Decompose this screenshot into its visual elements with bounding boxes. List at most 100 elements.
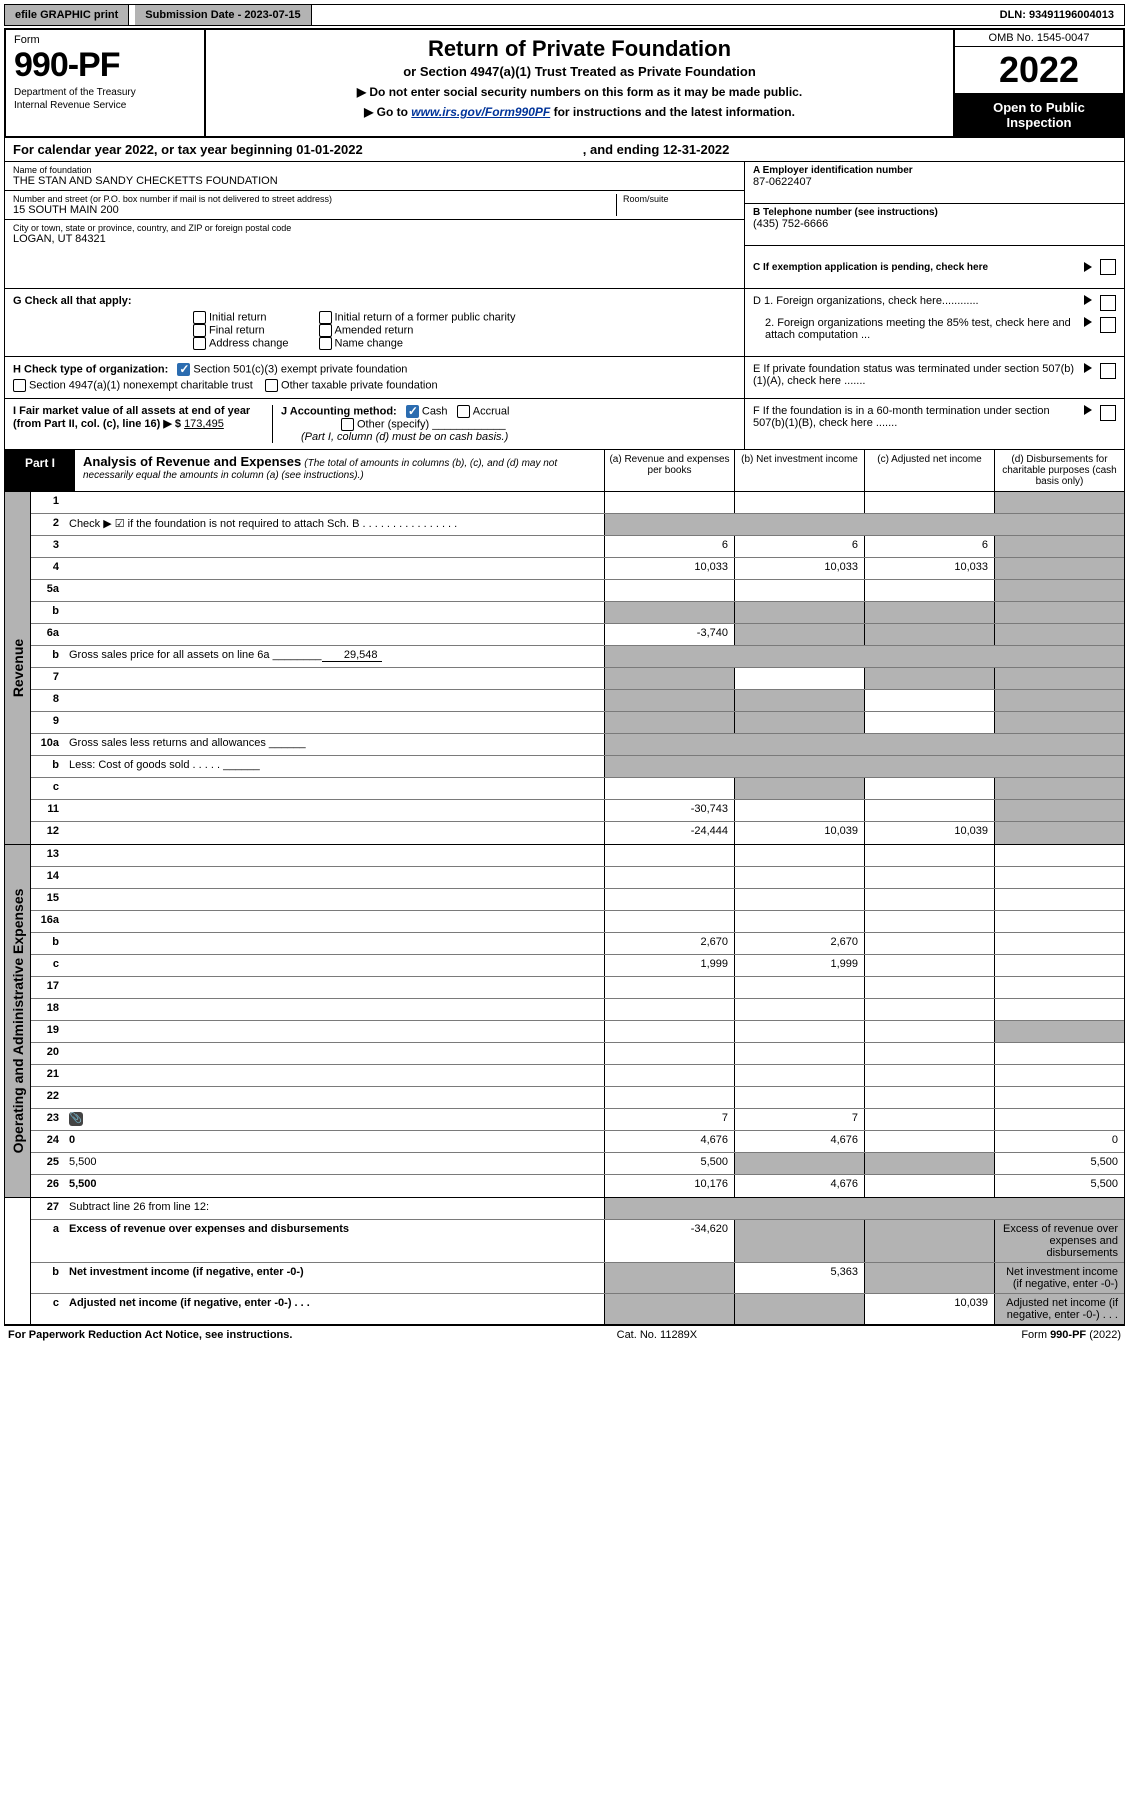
f-60month-label: F If the foundation is in a 60-month ter… [753,405,1084,429]
initial-return-checkbox[interactable] [193,311,206,324]
d1-foreign-label: D 1. Foreign organizations, check here..… [753,295,1084,307]
foundation-name-label: Name of foundation [13,165,736,175]
dept-treasury: Department of the Treasury [14,87,196,98]
dln-label: DLN: 93491196004013 [990,5,1124,25]
table-row: 17 [31,977,1124,999]
table-row: 6a-3,740 [31,624,1124,646]
table-row: 2404,6764,6760 [31,1131,1124,1153]
table-row: bNet investment income (if negative, ent… [31,1263,1124,1294]
f-checkbox[interactable] [1100,405,1116,421]
address-change-checkbox[interactable] [193,337,206,350]
expenses-side-label: Operating and Administrative Expenses [5,845,31,1197]
col-c-header: (c) Adjusted net income [864,450,994,491]
ein-value: 87-0622407 [753,176,1116,188]
form-ref: Form 990-PF (2022) [1021,1329,1121,1341]
amended-return-checkbox[interactable] [319,324,332,337]
check-area-h-e: H Check type of organization: Section 50… [4,357,1125,399]
calendar-year-row: For calendar year 2022, or tax year begi… [4,138,1125,162]
table-row: 18 [31,999,1124,1021]
final-return-checkbox[interactable] [193,324,206,337]
table-row: 15 [31,889,1124,911]
identity-block: Name of foundation THE STAN AND SANDY CH… [4,162,1125,289]
part1-title: Analysis of Revenue and Expenses [83,454,301,469]
table-row: 19 [31,1021,1124,1043]
bottom-spacer [5,1198,31,1324]
city-value: LOGAN, UT 84321 [13,233,736,245]
table-row: 8 [31,690,1124,712]
attachment-icon[interactable]: 📎 [69,1112,83,1126]
table-row: cAdjusted net income (if negative, enter… [31,1294,1124,1324]
table-row: b [31,602,1124,624]
h-501c3-checkbox[interactable] [177,363,190,376]
exemption-pending-label: C If exemption application is pending, c… [753,262,1084,273]
table-row: 2Check ▶ ☑ if the foundation is not requ… [31,514,1124,536]
g-label: G Check all that apply: [13,295,132,307]
part1-header: Part I Analysis of Revenue and Expenses … [4,450,1125,492]
submission-date-label: Submission Date - 2023-07-15 [135,5,311,25]
form-label: Form [14,34,196,46]
col-a-header: (a) Revenue and expenses per books [604,450,734,491]
table-row: 13 [31,845,1124,867]
table-row: c1,9991,999 [31,955,1124,977]
paperwork-notice: For Paperwork Reduction Act Notice, see … [8,1329,292,1341]
d1-checkbox[interactable] [1100,295,1116,311]
e-checkbox[interactable] [1100,363,1116,379]
form-header: Form 990-PF Department of the Treasury I… [4,28,1125,138]
form-subtitle: or Section 4947(a)(1) Trust Treated as P… [216,64,943,79]
irs-link[interactable]: www.irs.gov/Form990PF [411,105,550,119]
table-row: 23📎77 [31,1109,1124,1131]
triangle-icon [1084,405,1092,415]
part1-table: Revenue 12Check ▶ ☑ if the foundation is… [4,492,1125,845]
efile-print-button[interactable]: efile GRAPHIC print [5,5,129,25]
telephone-value: (435) 752-6666 [753,218,1116,230]
table-row: 21 [31,1065,1124,1087]
telephone-label: B Telephone number (see instructions) [753,207,1116,218]
check-area-g-d: G Check all that apply: Initial return F… [4,289,1125,357]
d2-foreign-label: 2. Foreign organizations meeting the 85%… [753,317,1084,341]
row-i-j-f: I Fair market value of all assets at end… [4,399,1125,450]
table-row: bGross sales price for all assets on lin… [31,646,1124,668]
triangle-icon [1084,295,1092,305]
expenses-table: Operating and Administrative Expenses 13… [4,845,1125,1198]
bottom-rows: 27Subtract line 26 from line 12:aExcess … [4,1198,1125,1325]
form-number: 990-PF [14,46,196,85]
initial-former-checkbox[interactable] [319,311,332,324]
form-note-1: ▶ Do not enter social security numbers o… [216,85,943,99]
d2-checkbox[interactable] [1100,317,1116,333]
name-change-checkbox[interactable] [319,337,332,350]
col-d-header: (d) Disbursements for charitable purpose… [994,450,1124,491]
table-row: bLess: Cost of goods sold . . . . . ____… [31,756,1124,778]
exemption-pending-checkbox[interactable] [1100,259,1116,275]
triangle-icon [1084,363,1092,373]
top-toolbar: efile GRAPHIC print Submission Date - 20… [4,4,1125,26]
revenue-side-label: Revenue [5,492,31,844]
table-row: 14 [31,867,1124,889]
part1-tag: Part I [5,450,75,491]
table-row: 1 [31,492,1124,514]
dept-irs: Internal Revenue Service [14,100,196,111]
ein-label: A Employer identification number [753,165,1116,176]
i-fmv-value: 173,495 [184,418,224,430]
h-other-checkbox[interactable] [265,379,278,392]
cat-number: Cat. No. 11289X [617,1329,698,1341]
j-other-checkbox[interactable] [341,418,354,431]
form-note-2: ▶ Go to www.irs.gov/Form990PF for instru… [216,105,943,119]
table-row: 20 [31,1043,1124,1065]
tax-year: 2022 [955,47,1123,94]
j-accrual-checkbox[interactable] [457,405,470,418]
table-row: 9 [31,712,1124,734]
e-terminated-label: E If private foundation status was termi… [753,363,1084,387]
triangle-icon [1084,262,1092,272]
table-row: 265,50010,1764,6765,500 [31,1175,1124,1197]
table-row: b2,6702,670 [31,933,1124,955]
table-row: 5a [31,580,1124,602]
table-row: 12-24,44410,03910,039 [31,822,1124,844]
h-4947-checkbox[interactable] [13,379,26,392]
room-label: Room/suite [623,194,736,204]
col-b-header: (b) Net investment income [734,450,864,491]
j-cash-checkbox[interactable] [406,405,419,418]
open-to-public-badge: Open to Public Inspection [955,94,1123,136]
table-row: 7 [31,668,1124,690]
foundation-name: THE STAN AND SANDY CHECKETTS FOUNDATION [13,175,736,187]
table-row: 27Subtract line 26 from line 12: [31,1198,1124,1220]
